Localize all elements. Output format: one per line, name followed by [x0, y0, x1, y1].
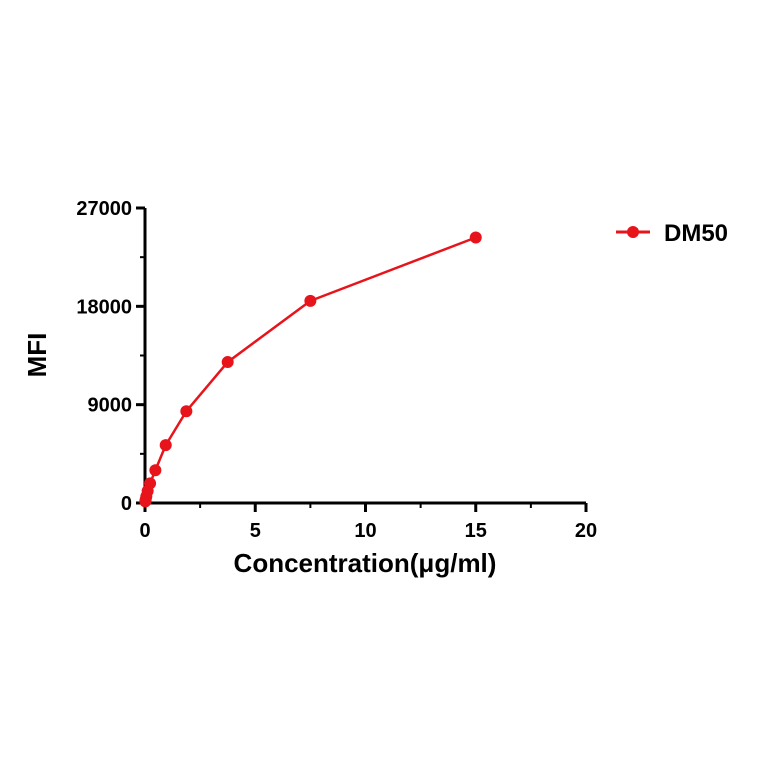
x-tick-label-1: 5 — [250, 520, 261, 542]
x-axis-title: Concentration(μg/ml) — [234, 548, 497, 578]
data-point-0-10 — [469, 231, 482, 244]
data-point-0-7 — [180, 405, 193, 418]
legend-marker-dm50 — [627, 226, 639, 238]
x-tick-label-0: 0 — [139, 520, 150, 542]
y-ticks: 0 9000 18000 27000 — [76, 198, 145, 515]
data-point-0-8 — [221, 356, 234, 369]
data-point-0-6 — [159, 439, 172, 452]
data-point-0-9 — [304, 294, 317, 307]
y-axis-title: MFI — [22, 333, 52, 378]
legend: DM50 — [616, 220, 728, 247]
y-tick-label-0: 0 — [121, 493, 132, 515]
x-tick-label-3: 15 — [465, 520, 487, 542]
axes — [143, 208, 586, 505]
y-tick-label-1: 9000 — [88, 395, 133, 417]
series-line-0 — [144, 236, 477, 502]
x-tick-label-2: 10 — [354, 520, 376, 542]
data-point-0-4 — [144, 477, 157, 490]
data-point-0-5 — [149, 464, 162, 477]
x-ticks: 0 5 10 15 20 — [139, 503, 597, 542]
y-tick-label-2: 18000 — [76, 296, 132, 318]
x-tick-label-4: 20 — [575, 520, 597, 542]
legend-label-dm50: DM50 — [664, 220, 728, 247]
y-tick-label-3: 27000 — [76, 198, 132, 220]
series-layer — [139, 231, 482, 508]
